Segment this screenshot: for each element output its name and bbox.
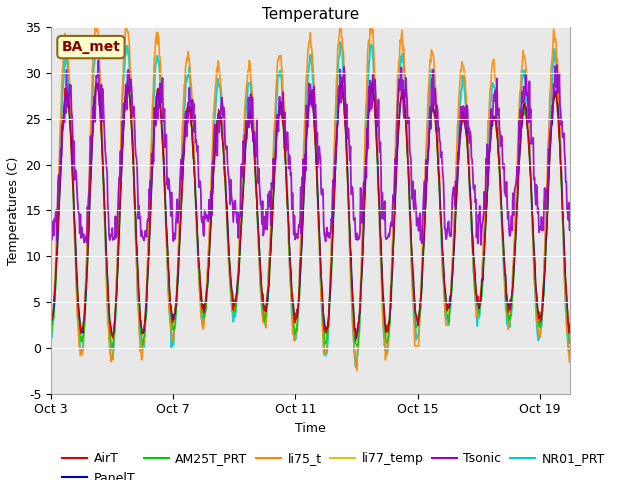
Legend: AirT, PanelT, AM25T_PRT, li75_t, li77_temp, Tsonic, NR01_PRT: AirT, PanelT, AM25T_PRT, li75_t, li77_te… [58,447,610,480]
Text: BA_met: BA_met [61,40,120,54]
X-axis label: Time: Time [295,422,326,435]
Y-axis label: Temperatures (C): Temperatures (C) [7,156,20,264]
Title: Temperature: Temperature [262,7,359,22]
